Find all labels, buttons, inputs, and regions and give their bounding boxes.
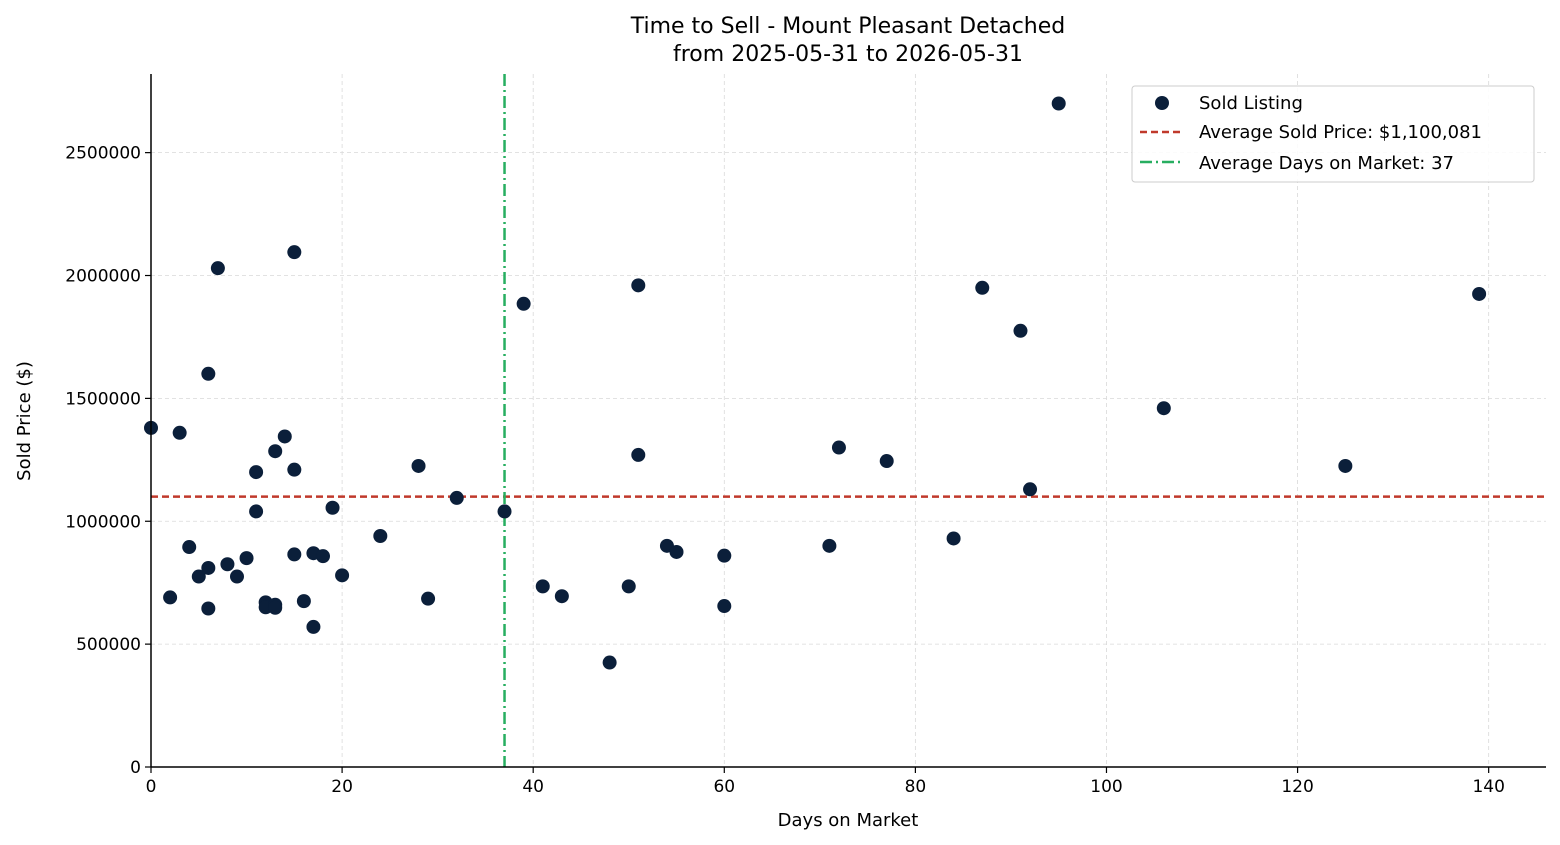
sold-listing-point — [182, 540, 197, 555]
sold-listing-point — [249, 504, 264, 519]
sold-listing-point — [717, 599, 732, 614]
legend-marker-sold-listing — [1155, 96, 1169, 110]
sold-listing-point — [268, 600, 283, 615]
x-axis-ticks: 0 20 40 60 80 100 120 140 — [146, 767, 1505, 797]
data-points — [144, 96, 1487, 670]
sold-listing-point — [1338, 458, 1353, 473]
sold-listing-point — [163, 590, 178, 605]
sold-listing-point — [325, 500, 340, 515]
sold-listing-point — [946, 531, 961, 546]
sold-listing-point — [315, 549, 330, 564]
sold-listing-point — [975, 280, 990, 295]
sold-listing-point — [621, 579, 636, 594]
legend: Sold Listing Average Sold Price: $1,100,… — [1131, 85, 1535, 183]
sold-listing-point — [287, 462, 302, 477]
y-tick-label: 2000000 — [65, 267, 141, 287]
x-tick-label: 120 — [1281, 777, 1313, 797]
sold-listing-point — [287, 547, 302, 562]
sold-listing-point — [306, 619, 321, 634]
sold-listing-point — [268, 444, 283, 459]
chart-subtitle: from 2025-05-31 to 2026-05-31 — [673, 42, 1023, 67]
sold-listing-point — [201, 601, 216, 616]
x-tick-label: 0 — [146, 777, 157, 797]
sold-listing-point — [1051, 96, 1066, 111]
sold-listing-point — [373, 529, 388, 543]
x-tick-label: 20 — [331, 777, 353, 797]
sold-listing-point — [1472, 286, 1487, 301]
y-tick-label: 1000000 — [65, 512, 141, 532]
sold-listing-point — [879, 454, 894, 469]
x-axis-label: Days on Market — [778, 810, 919, 831]
sold-listing-point — [669, 544, 684, 559]
sold-listing-point — [411, 458, 426, 473]
sold-listing-point — [631, 278, 646, 293]
y-tick-label: 500000 — [76, 635, 141, 655]
sold-listing-point — [421, 591, 436, 606]
chart-title: Time to Sell - Mount Pleasant Detached — [630, 14, 1066, 39]
sold-listing-point — [335, 568, 350, 583]
sold-listing-point — [631, 447, 646, 462]
sold-listing-point — [602, 655, 617, 670]
sold-listing-point — [554, 589, 569, 604]
x-tick-label: 60 — [713, 777, 735, 797]
y-tick-label: 0 — [130, 758, 141, 778]
sold-listing-point — [535, 579, 550, 594]
sold-listing-point — [201, 560, 216, 575]
sold-listing-point — [516, 296, 531, 311]
legend-box — [1131, 85, 1535, 183]
sold-listing-point — [229, 569, 244, 584]
sold-listing-point — [277, 429, 292, 444]
legend-label-average-sold-price: Average Sold Price: $1,100,081 — [1199, 122, 1482, 143]
sold-listing-point — [497, 504, 512, 519]
sold-listing-point — [220, 557, 235, 572]
x-tick-label: 140 — [1472, 777, 1504, 797]
y-tick-label: 2500000 — [65, 144, 141, 164]
x-tick-label: 100 — [1090, 777, 1122, 797]
sold-listing-point — [172, 425, 187, 440]
sold-listing-point — [296, 594, 311, 609]
sold-listing-point — [191, 569, 206, 584]
sold-listing-point — [1013, 323, 1028, 338]
axes — [150, 74, 1546, 768]
sold-listing-point — [210, 261, 225, 276]
sold-listing-point — [449, 490, 464, 505]
sold-listing-point — [1023, 482, 1038, 497]
x-tick-label: 40 — [522, 777, 544, 797]
x-tick-label: 80 — [905, 777, 927, 797]
sold-listing-point — [717, 548, 732, 563]
sold-listing-point — [1156, 401, 1171, 416]
reference-lines — [151, 74, 1546, 767]
sold-listing-point — [831, 440, 846, 455]
sold-listing-point — [822, 538, 837, 553]
legend-label-average-days: Average Days on Market: 37 — [1199, 153, 1454, 174]
legend-label-sold-listing: Sold Listing — [1199, 93, 1303, 114]
y-axis-ticks: 0 500000 1000000 1500000 2000000 2500000 — [65, 144, 151, 778]
sold-listing-point — [287, 245, 302, 260]
sold-listing-point — [249, 465, 264, 480]
y-axis-label: Sold Price ($) — [14, 361, 35, 481]
sold-listing-point — [201, 366, 216, 381]
sold-listing-point — [239, 551, 254, 566]
y-tick-label: 1500000 — [65, 389, 141, 409]
